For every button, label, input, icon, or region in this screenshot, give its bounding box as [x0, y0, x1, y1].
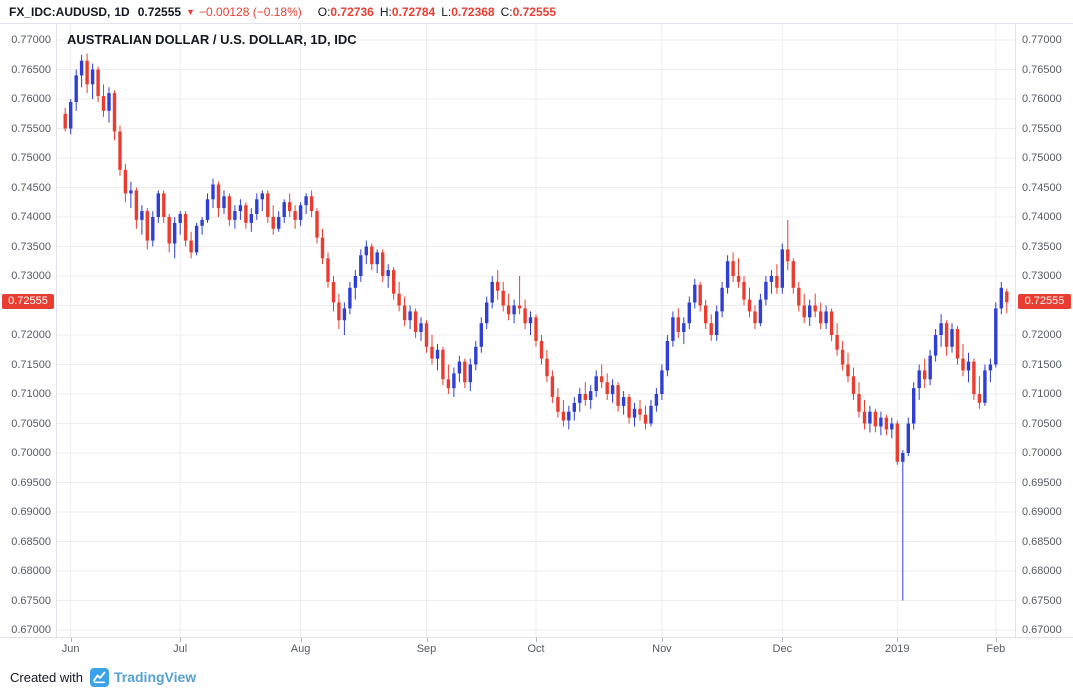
high-label: H:: [379, 4, 392, 19]
candlestick-chart-canvas[interactable]: [57, 24, 1015, 637]
price-tick-label: 0.69500: [1022, 476, 1062, 489]
price-tick-label: 0.68000: [11, 565, 51, 577]
time-axis-label: Feb: [986, 643, 1006, 655]
right-price-scale[interactable]: 0.72555 0.77000 0.76500 0.76000 0.75500 0.75…: [1015, 24, 1073, 637]
price-tick-label: 0.68000: [1022, 565, 1062, 577]
time-axis-tick: [180, 638, 182, 642]
price-tick-label: 0.71000: [1022, 388, 1062, 400]
price-tick-label: 0.73000: [11, 270, 51, 282]
price-tick-label: 0.75500: [1022, 122, 1062, 135]
time-axis-label: Jun: [61, 643, 80, 655]
low-label: L:: [441, 4, 452, 19]
created-with-text: Created with: [10, 669, 83, 685]
price-tick-label: 0.72000: [11, 329, 51, 341]
down-arrow-icon: ▼: [186, 6, 195, 17]
price-tick-label: 0.73500: [11, 240, 51, 253]
symbol-info-bar: FX_IDC:AUDUSD, 1D 0.72555 ▼ −0.00128 (−0…: [0, 0, 1073, 23]
time-axis-tick: [70, 638, 72, 642]
price-tick-label: 0.74000: [1022, 211, 1062, 223]
tradingview-icon: [89, 667, 109, 687]
price-change: −0.00128 (−0.18%): [199, 4, 302, 19]
time-axis-label: 2019: [885, 643, 910, 655]
low-value: 0.72368: [451, 4, 495, 19]
price-tick-label: 0.74000: [11, 211, 51, 223]
candles-layer: [63, 53, 1009, 601]
current-price-tag-right: 0.72555: [1018, 294, 1071, 310]
time-axis-label: Dec: [772, 643, 793, 655]
time-axis-tick: [536, 638, 537, 642]
price-tick-label: 0.73500: [1022, 240, 1062, 253]
time-axis-label: Oct: [527, 643, 545, 655]
price-tick-label: 0.76000: [1022, 93, 1062, 105]
price-tick-label: 0.67500: [11, 594, 51, 607]
interval-label[interactable]: 1D: [114, 4, 130, 19]
time-axis-label: Nov: [652, 643, 672, 655]
symbol-name[interactable]: FX_IDC:AUDUSD,: [9, 4, 111, 19]
time-axis-tick: [897, 638, 899, 642]
price-tick-label: 0.67000: [11, 624, 51, 636]
tradingview-logo[interactable]: TradingView: [89, 667, 197, 687]
open-value: 0.72736: [330, 4, 374, 19]
price-tick-label: 0.68500: [11, 535, 51, 548]
time-axis-label: Sep: [416, 643, 437, 655]
price-tick-label: 0.70000: [11, 447, 51, 459]
price-tick-label: 0.77000: [11, 34, 51, 46]
time-axis-label: Jul: [173, 643, 188, 655]
price-tick-label: 0.76500: [11, 63, 51, 76]
price-tick-label: 0.74500: [11, 181, 51, 194]
chart-plot-area[interactable]: AUSTRALIAN DOLLAR / U.S. DOLLAR, 1D, IDC: [57, 24, 1015, 637]
price-tick-label: 0.69000: [1022, 506, 1062, 518]
open-label: O:: [317, 4, 331, 19]
price-tick-label: 0.67000: [1022, 624, 1062, 636]
price-tick-label: 0.75500: [11, 122, 51, 135]
price-tick-label: 0.72000: [1022, 329, 1062, 341]
high-value: 0.72784: [391, 4, 436, 19]
close-label: C:: [500, 4, 513, 19]
time-axis-tick: [661, 638, 663, 642]
price-tick-label: 0.71500: [11, 358, 51, 371]
price-tick-label: 0.76000: [11, 93, 51, 105]
price-tick-label: 0.77000: [1022, 34, 1062, 46]
last-price: 0.72555: [137, 4, 182, 19]
price-tick-label: 0.74500: [1022, 181, 1062, 194]
price-tick-label: 0.68500: [1022, 535, 1062, 548]
time-axis-label: Aug: [290, 643, 311, 655]
price-tick-label: 0.70500: [1022, 417, 1062, 430]
price-tick-label: 0.75000: [11, 152, 51, 164]
price-tick-label: 0.71000: [11, 388, 51, 400]
price-tick-label: 0.75000: [1022, 152, 1062, 164]
time-axis-tick: [782, 638, 784, 642]
price-tick-label: 0.73000: [1022, 270, 1062, 282]
price-tick-label: 0.69000: [11, 506, 51, 518]
price-tick-label: 0.71500: [1022, 358, 1062, 371]
time-axis[interactable]: Jun Jul Aug Sep Oct Nov Dec 2019 Feb: [0, 637, 1073, 659]
time-axis-tick: [995, 638, 997, 642]
price-tick-label: 0.70000: [1022, 447, 1062, 459]
left-price-scale[interactable]: 0.72555 0.77000 0.76500 0.76000 0.75500 0.75…: [0, 24, 57, 637]
current-price-tag-left: 0.72555: [2, 294, 54, 310]
price-tick-label: 0.76500: [1022, 63, 1062, 76]
time-axis-tick: [300, 638, 302, 642]
chart-area: 0.72555 0.77000 0.76500 0.76000 0.75500 0.75…: [0, 23, 1073, 637]
price-tick-label: 0.69500: [11, 476, 51, 489]
chart-title: AUSTRALIAN DOLLAR / U.S. DOLLAR, 1D, IDC: [67, 32, 357, 47]
close-value: 0.72555: [512, 4, 556, 19]
price-tick-label: 0.70500: [11, 417, 51, 430]
tradingview-wordmark: TradingView: [113, 669, 197, 685]
price-tick-label: 0.67500: [1022, 594, 1062, 607]
time-axis-tick: [426, 638, 428, 642]
footer: Created with TradingView: [0, 659, 1073, 695]
